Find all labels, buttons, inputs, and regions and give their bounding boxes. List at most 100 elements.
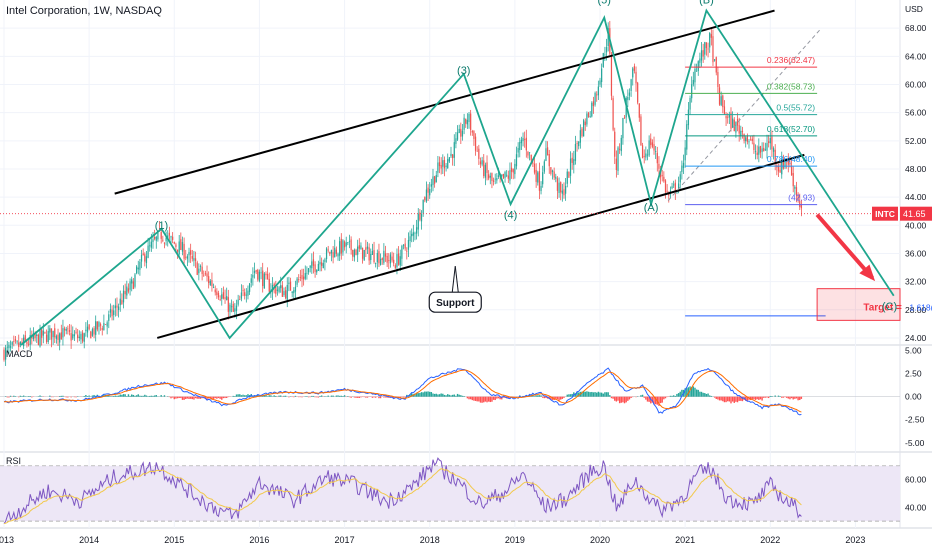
- candle-body: [161, 232, 162, 239]
- wave-label: (C): [882, 301, 897, 313]
- candle-body: [680, 174, 681, 182]
- candle-body: [573, 159, 574, 165]
- candle-body: [436, 175, 437, 182]
- candle-body: [98, 322, 99, 327]
- macd-histogram-bar: [774, 396, 775, 397]
- candle-body: [277, 290, 278, 291]
- macd-histogram-bar: [799, 397, 800, 400]
- macd-histogram-bar: [755, 397, 756, 400]
- candle-body: [128, 288, 129, 291]
- macd-histogram-bar: [39, 395, 40, 396]
- candle-body: [737, 119, 738, 126]
- macd-histogram-bar: [174, 397, 175, 400]
- candle-body: [534, 164, 535, 173]
- candle-body: [725, 116, 726, 118]
- candle-body: [138, 268, 139, 270]
- fib-level-label: 0.618(52.70): [767, 124, 815, 134]
- candle-body: [536, 170, 537, 182]
- candle-body: [580, 130, 581, 142]
- candle-body: [105, 324, 106, 325]
- macd-histogram-bar: [567, 395, 568, 397]
- candle-body: [195, 258, 196, 261]
- macd-histogram-bar: [693, 386, 694, 396]
- macd-histogram-bar: [375, 397, 376, 398]
- candle-body: [156, 237, 157, 241]
- candle-body: [252, 275, 253, 278]
- candle-body: [568, 172, 569, 178]
- macd-histogram-bar: [136, 395, 137, 396]
- macd-histogram-bar: [221, 397, 222, 400]
- macd-histogram-bar: [645, 397, 646, 400]
- candle-body: [647, 155, 648, 156]
- candle-body: [711, 34, 712, 38]
- candle-body: [154, 237, 155, 239]
- candle-body: [750, 140, 751, 141]
- candle-body: [729, 115, 730, 118]
- candle-body: [752, 139, 753, 141]
- candle-body: [305, 273, 306, 279]
- candle-body: [306, 273, 307, 274]
- candle-body: [539, 171, 540, 191]
- candle-body: [739, 125, 740, 133]
- candle-body: [110, 309, 111, 313]
- candle-body: [249, 284, 250, 292]
- candle-body: [226, 296, 227, 300]
- candle-body: [470, 114, 471, 130]
- candle-body: [378, 251, 379, 263]
- candle-body: [481, 160, 482, 164]
- macd-histogram-bar: [298, 397, 299, 398]
- macd-histogram-bar: [478, 397, 479, 402]
- x-tick-label: 2016: [249, 535, 269, 545]
- macd-histogram-bar: [621, 397, 622, 403]
- candle-body: [238, 300, 239, 305]
- candle-body: [593, 101, 594, 106]
- macd-histogram-bar: [124, 394, 125, 396]
- macd-histogram-bar: [457, 394, 458, 397]
- macd-histogram-bar: [442, 394, 443, 397]
- macd-histogram-bar: [444, 395, 445, 397]
- candle-body: [444, 160, 445, 168]
- candle-body: [485, 165, 486, 178]
- candle-body: [8, 345, 9, 348]
- macd-histogram-bar: [23, 396, 24, 397]
- candle-body: [606, 47, 607, 52]
- candle-body: [722, 95, 723, 107]
- macd-histogram-bar: [586, 391, 587, 396]
- candle-body: [80, 334, 81, 340]
- macd-histogram-bar: [427, 391, 428, 396]
- candle-body: [612, 98, 613, 130]
- macd-histogram-bar: [555, 397, 556, 399]
- macd-histogram-bar: [195, 397, 196, 399]
- macd-histogram-bar: [185, 397, 186, 399]
- macd-histogram-bar: [436, 394, 437, 397]
- candle-body: [151, 242, 152, 248]
- macd-histogram-bar: [403, 397, 404, 398]
- macd-histogram-bar: [619, 397, 620, 404]
- candle-body: [329, 252, 330, 254]
- candle-body: [177, 249, 178, 251]
- candle-body: [213, 287, 214, 288]
- macd-histogram-bar: [495, 397, 496, 400]
- macd-histogram-bar: [311, 396, 312, 397]
- y-tick-label: 44.00: [905, 192, 927, 202]
- macd-histogram-bar: [760, 397, 761, 400]
- candle-body: [393, 260, 394, 264]
- macd-histogram-bar: [113, 396, 114, 397]
- candle-body: [526, 138, 527, 151]
- macd-histogram-bar: [336, 396, 337, 397]
- candle-body: [740, 131, 741, 136]
- candle-body: [452, 154, 453, 158]
- candle-body: [71, 333, 72, 341]
- macd-histogram-bar: [21, 396, 22, 397]
- candle-body: [743, 134, 744, 141]
- macd-histogram-bar: [85, 395, 86, 397]
- macd-histogram-bar: [218, 397, 219, 398]
- candle-body: [139, 262, 140, 270]
- macd-histogram-bar: [591, 392, 592, 397]
- rsi-y-tick: 60.00: [905, 475, 927, 485]
- candle-body: [43, 331, 44, 336]
- macd-histogram-bar: [706, 394, 707, 397]
- candle-body: [550, 167, 551, 174]
- candle-body: [182, 242, 183, 252]
